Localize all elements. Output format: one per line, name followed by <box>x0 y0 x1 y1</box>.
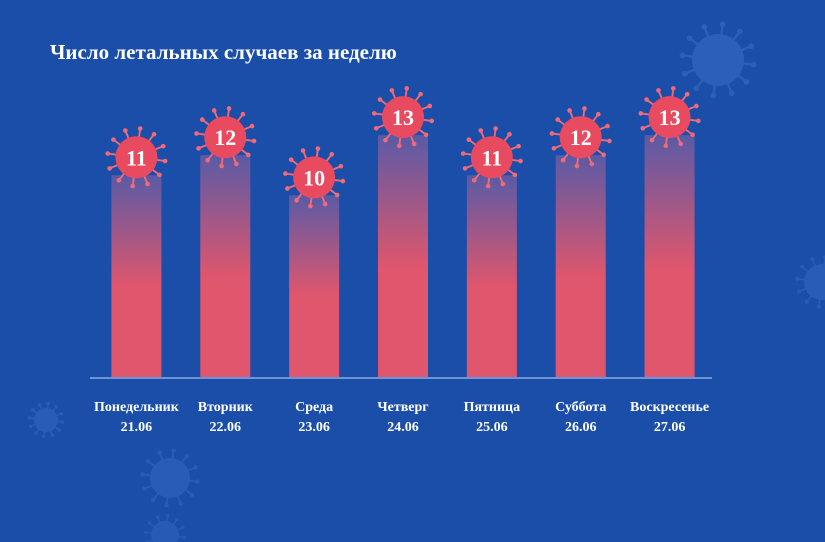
virus-icon <box>549 106 612 169</box>
virus-icon <box>460 126 523 189</box>
chart-title: Число летальных случаев за неделю <box>50 40 397 64</box>
date-tick-label: 22.06 <box>210 420 242 435</box>
virus-icon <box>105 126 168 189</box>
date-tick-label: 27.06 <box>654 420 686 435</box>
data-label: 11 <box>126 145 147 170</box>
bar <box>111 175 162 378</box>
category-tick-label: Четверг <box>377 400 428 415</box>
data-label: 10 <box>303 165 325 190</box>
category-tick-label: Среда <box>295 400 333 415</box>
bar <box>378 135 428 378</box>
bar <box>555 155 606 378</box>
background-decor <box>27 21 825 542</box>
date-tick-label: 24.06 <box>387 420 419 435</box>
date-tick-label: 23.06 <box>298 420 330 435</box>
virus-icon <box>283 146 346 209</box>
category-tick-label: Понедельник <box>94 400 180 415</box>
background-virus-icon <box>27 401 65 439</box>
data-label: 11 <box>481 145 502 170</box>
category-tick-label: Воскресенье <box>630 400 709 415</box>
background-virus-icon <box>144 514 186 542</box>
virus-icon <box>371 86 435 149</box>
date-tick-label: 25.06 <box>476 420 508 435</box>
data-label: 12 <box>570 125 592 150</box>
date-tick-label: 26.06 <box>565 420 597 435</box>
data-label: 12 <box>214 125 236 150</box>
background-virus-icon <box>679 21 757 99</box>
bar <box>466 175 517 378</box>
data-label: 13 <box>659 105 681 130</box>
virus-icon <box>194 106 257 169</box>
category-tick-label: Вторник <box>198 400 254 415</box>
background-virus-icon <box>140 448 200 508</box>
category-tick-label: Пятница <box>464 400 521 415</box>
data-label: 13 <box>392 105 414 130</box>
category-tick-label: Суббота <box>555 400 606 415</box>
background-virus-icon <box>795 255 825 309</box>
bar <box>289 195 340 378</box>
bar <box>644 135 695 378</box>
bar <box>200 155 251 378</box>
virus-icon <box>638 86 701 149</box>
date-tick-label: 21.06 <box>121 420 153 435</box>
